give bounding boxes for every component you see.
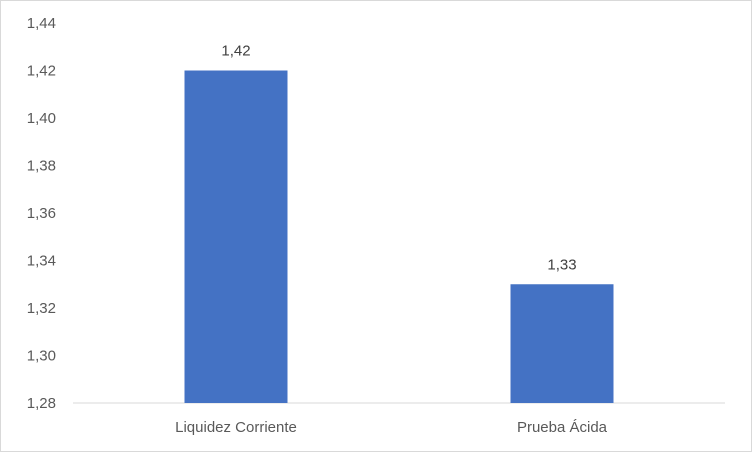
y-tick-label: 1,30	[27, 348, 56, 365]
y-tick-label: 1,28	[27, 395, 56, 412]
bar	[510, 284, 614, 403]
x-category-label: Liquidez Corriente	[175, 419, 297, 436]
y-tick-label: 1,36	[27, 205, 56, 222]
y-tick-label: 1,38	[27, 158, 56, 175]
y-tick-label: 1,32	[27, 300, 56, 317]
bar-data-label: 1,42	[221, 43, 250, 60]
y-tick-label: 1,44	[27, 15, 56, 32]
x-category-label: Prueba Ácida	[517, 419, 608, 436]
y-tick-label: 1,40	[27, 110, 56, 127]
y-tick-label: 1,34	[27, 253, 56, 270]
bar-data-label: 1,33	[547, 256, 576, 273]
bar	[184, 70, 288, 403]
y-tick-label: 1,42	[27, 63, 56, 80]
